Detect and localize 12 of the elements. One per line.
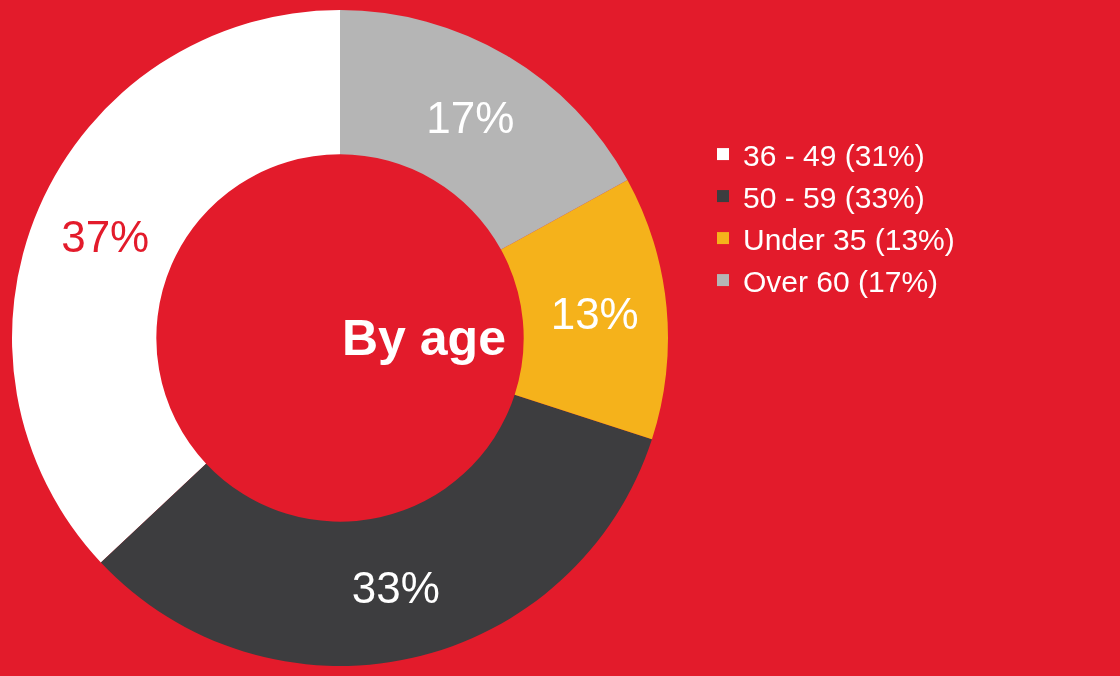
legend-label: Under 35 (13%) bbox=[743, 222, 955, 256]
text: By age bbox=[342, 310, 506, 366]
data-label: 33% bbox=[351, 563, 440, 613]
data-label: 37% bbox=[61, 211, 150, 261]
legend-label: 36 - 49 (31%) bbox=[743, 138, 925, 172]
donut-slice bbox=[340, 10, 628, 250]
donut-slice bbox=[12, 10, 340, 563]
legend-label: 50 - 59 (33%) bbox=[743, 180, 925, 214]
donut-slice bbox=[100, 394, 652, 666]
data-label: 13% bbox=[550, 289, 639, 339]
legend-label: Over 60 (17%) bbox=[743, 264, 939, 298]
data-label: 17% bbox=[426, 93, 515, 143]
